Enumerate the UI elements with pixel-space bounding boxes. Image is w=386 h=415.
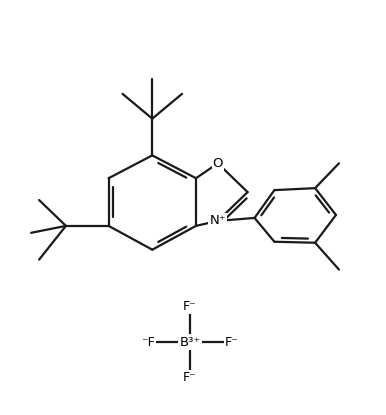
Text: F⁻: F⁻ bbox=[225, 335, 239, 349]
Text: F⁻: F⁻ bbox=[183, 300, 197, 313]
Text: N⁺: N⁺ bbox=[210, 215, 226, 227]
Text: B³⁺: B³⁺ bbox=[179, 335, 201, 349]
Text: ⁻F: ⁻F bbox=[141, 335, 155, 349]
Text: F⁻: F⁻ bbox=[183, 371, 197, 384]
Text: O: O bbox=[213, 157, 223, 170]
